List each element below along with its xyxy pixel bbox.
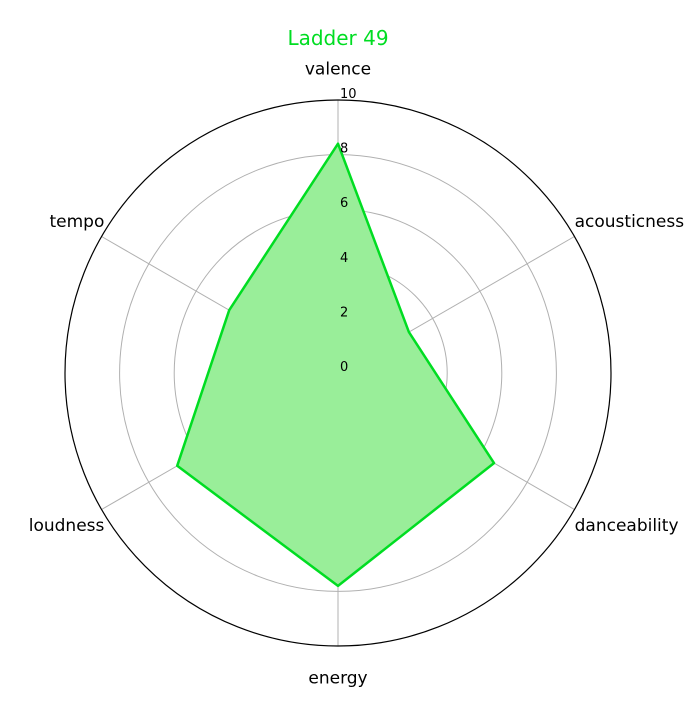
label-layer: 0 2 4 6 8 10 valence acousticness danceability en… <box>29 60 684 689</box>
series-layer <box>175 142 496 588</box>
series-line <box>175 142 496 588</box>
radial-tick-label: 10 <box>340 87 357 102</box>
radial-tick-label: 2 <box>340 305 348 320</box>
radial-tick-label: 6 <box>340 196 348 211</box>
axis-label-tempo: tempo <box>49 212 104 232</box>
axis-label-valence: valence <box>305 60 371 80</box>
chart-title: Ladder 49 <box>287 26 388 50</box>
axis-label-energy: energy <box>308 668 367 688</box>
axis-label-danceability: danceability <box>575 516 679 536</box>
axis-label-loudness: loudness <box>29 516 105 536</box>
radial-tick-label: 4 <box>340 251 348 266</box>
series-area <box>177 143 494 586</box>
axis-label-acousticness: acousticness <box>575 212 685 232</box>
radial-tick-label: 0 <box>340 360 348 375</box>
outer-frame <box>64 99 612 647</box>
radial-tick-label: 8 <box>340 142 348 157</box>
